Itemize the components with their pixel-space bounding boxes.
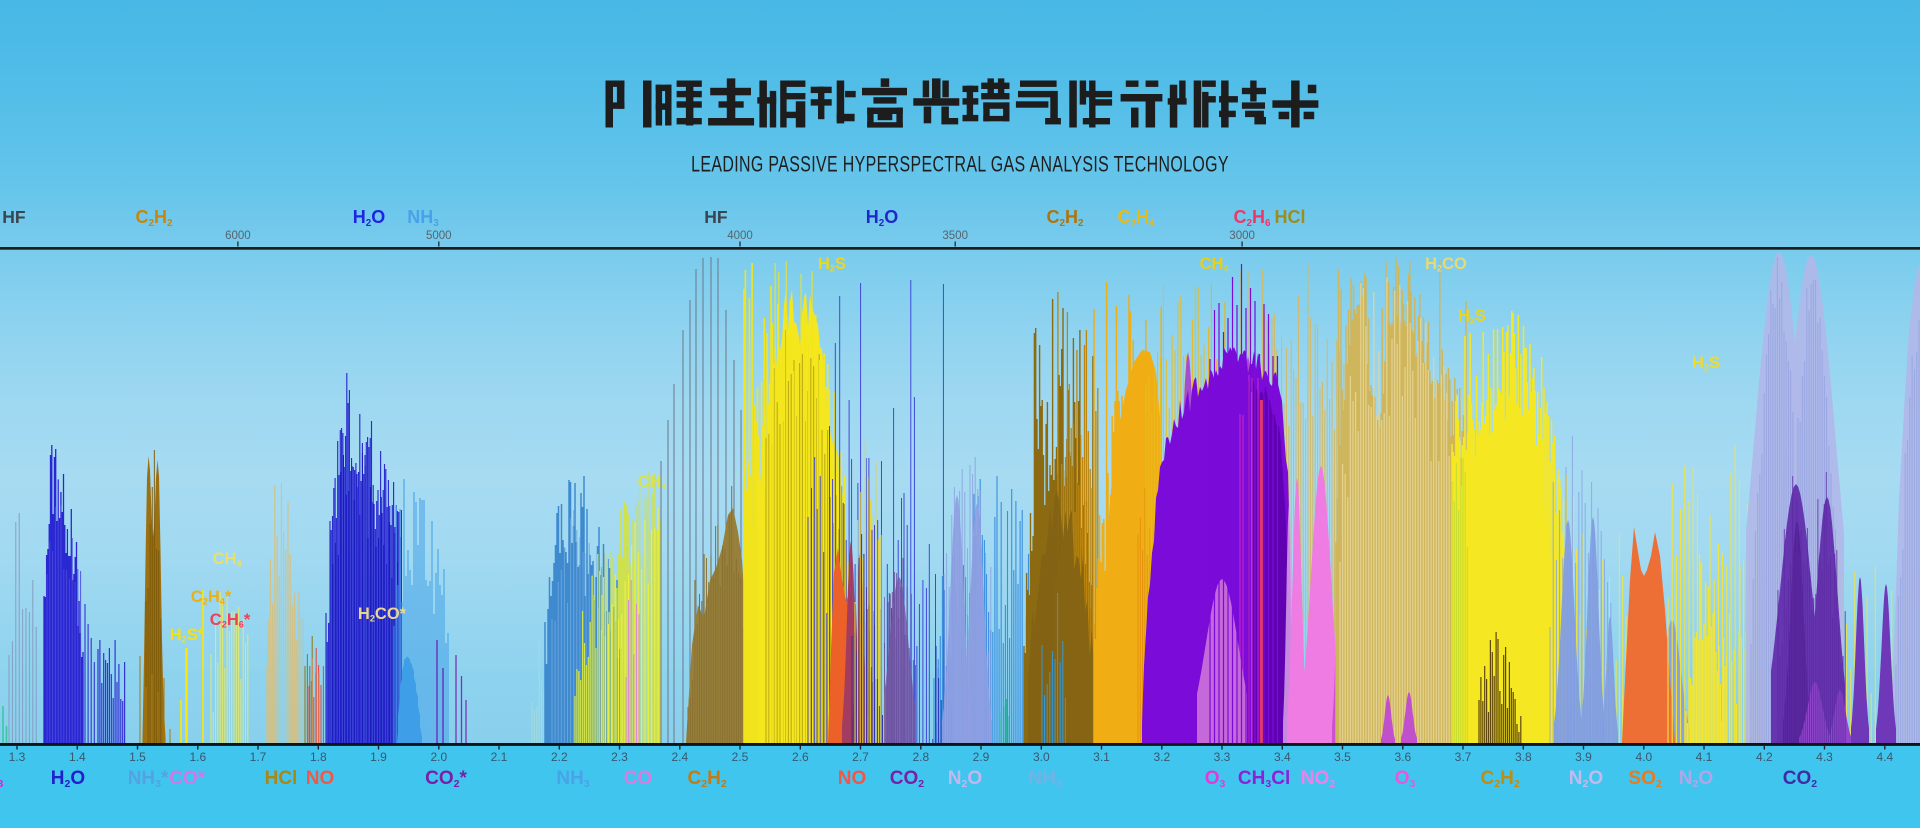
svg-text:4.1: 4.1 bbox=[1696, 750, 1713, 764]
svg-text:HF: HF bbox=[2, 207, 26, 227]
svg-text:3.0: 3.0 bbox=[1033, 750, 1050, 764]
svg-text:H2 O: H2 O bbox=[353, 207, 386, 229]
svg-text:C2 H6 *: C2 H6 * bbox=[210, 611, 251, 630]
svg-text:C2 H4 *: C2 H4 * bbox=[191, 588, 232, 607]
svg-text:3.7: 3.7 bbox=[1455, 750, 1472, 764]
svg-text:C2 H2: C2 H2 bbox=[136, 207, 174, 229]
svg-text:CH4: CH4 bbox=[213, 550, 243, 569]
svg-text:3.4: 3.4 bbox=[1274, 750, 1291, 764]
svg-text:2.9: 2.9 bbox=[973, 750, 990, 764]
svg-text:3.9: 3.9 bbox=[1575, 750, 1592, 764]
svg-text:SO2: SO2 bbox=[1628, 768, 1661, 790]
svg-text:NO2: NO2 bbox=[1301, 768, 1336, 790]
svg-text:1.9: 1.9 bbox=[370, 750, 387, 764]
svg-text:NH3: NH3 bbox=[1028, 768, 1061, 790]
svg-text:3000: 3000 bbox=[1229, 230, 1255, 242]
svg-text:3.6: 3.6 bbox=[1394, 750, 1411, 764]
svg-text:3.8: 3.8 bbox=[1515, 750, 1532, 764]
svg-text:2.0: 2.0 bbox=[430, 750, 447, 764]
svg-text:4.4: 4.4 bbox=[1876, 750, 1893, 764]
svg-text:H2 CO: H2 CO bbox=[1425, 255, 1467, 274]
svg-text:NO: NO bbox=[838, 768, 867, 789]
svg-text:1.7: 1.7 bbox=[250, 750, 267, 764]
svg-text:H2 CO*: H2 CO* bbox=[358, 605, 407, 624]
svg-text:H2 S*: H2 S* bbox=[170, 626, 205, 645]
svg-text:CH4: CH4 bbox=[638, 473, 668, 492]
svg-text:2.4: 2.4 bbox=[671, 750, 688, 764]
svg-text:CO: CO bbox=[624, 768, 653, 789]
svg-text:C2 H2: C2 H2 bbox=[1481, 768, 1520, 790]
svg-text:CO2 *: CO2 * bbox=[425, 768, 467, 790]
svg-text:3.5: 3.5 bbox=[1334, 750, 1351, 764]
svg-text:1.4: 1.4 bbox=[69, 750, 86, 764]
svg-text:H2 O: H2 O bbox=[51, 768, 85, 790]
svg-text:2.1: 2.1 bbox=[491, 750, 508, 764]
svg-text:CO2: CO2 bbox=[890, 768, 925, 790]
svg-text:HF: HF bbox=[704, 207, 728, 227]
svg-text:C2 H2: C2 H2 bbox=[1047, 207, 1085, 229]
svg-text:C2 H4: C2 H4 bbox=[1118, 207, 1156, 229]
svg-text:1.5: 1.5 bbox=[129, 750, 146, 764]
svg-text:2.8: 2.8 bbox=[912, 750, 929, 764]
svg-text:5000: 5000 bbox=[426, 230, 452, 242]
svg-text:CO2: CO2 bbox=[1783, 768, 1818, 790]
svg-text:LEADING PASSIVE HYPERSPECTRAL: LEADING PASSIVE HYPERSPECTRAL GAS ANALYS… bbox=[691, 153, 1229, 177]
svg-text:NH3: NH3 bbox=[407, 207, 439, 229]
svg-text:O3: O3 bbox=[0, 768, 3, 790]
svg-text:CH3 Cl: CH3 Cl bbox=[1238, 768, 1290, 790]
svg-text:NO: NO bbox=[306, 768, 335, 789]
svg-text:H2 S: H2 S bbox=[1692, 354, 1720, 373]
svg-text:2.2: 2.2 bbox=[551, 750, 568, 764]
svg-text:HCl: HCl bbox=[1275, 207, 1306, 227]
svg-text:4000: 4000 bbox=[727, 230, 753, 242]
svg-text:4.2: 4.2 bbox=[1756, 750, 1773, 764]
svg-text:2.6: 2.6 bbox=[792, 750, 809, 764]
svg-text:HCl: HCl bbox=[265, 768, 298, 789]
svg-text:NH3: NH3 bbox=[556, 768, 589, 790]
svg-text:4.0: 4.0 bbox=[1635, 750, 1652, 764]
svg-text:H2 S: H2 S bbox=[1458, 307, 1486, 326]
svg-text:1.6: 1.6 bbox=[189, 750, 206, 764]
svg-text:CO*: CO* bbox=[169, 768, 206, 789]
svg-text:3500: 3500 bbox=[942, 230, 968, 242]
svg-text:3.2: 3.2 bbox=[1153, 750, 1170, 764]
svg-text:4.3: 4.3 bbox=[1816, 750, 1833, 764]
svg-text:1.3: 1.3 bbox=[9, 750, 26, 764]
svg-text:2.3: 2.3 bbox=[611, 750, 628, 764]
svg-text:2.5: 2.5 bbox=[732, 750, 749, 764]
svg-text:C2 H2: C2 H2 bbox=[688, 768, 727, 790]
svg-text:O3: O3 bbox=[1395, 768, 1416, 790]
svg-text:6000: 6000 bbox=[225, 230, 251, 242]
svg-text:CH4: CH4 bbox=[1200, 255, 1230, 274]
svg-text:H2 O: H2 O bbox=[866, 207, 899, 229]
svg-text:H2 S: H2 S bbox=[818, 255, 846, 274]
svg-text:NH3 *: NH3 * bbox=[128, 768, 169, 790]
svg-text:3.1: 3.1 bbox=[1093, 750, 1110, 764]
svg-text:3.3: 3.3 bbox=[1214, 750, 1231, 764]
svg-text:O3: O3 bbox=[1205, 768, 1226, 790]
svg-text:N2 O: N2 O bbox=[948, 768, 982, 790]
svg-text:N2 O: N2 O bbox=[1569, 768, 1603, 790]
svg-text:C2 H6: C2 H6 bbox=[1234, 207, 1272, 229]
svg-text:N2 O: N2 O bbox=[1679, 768, 1713, 790]
svg-text:1.8: 1.8 bbox=[310, 750, 327, 764]
svg-text:2.7: 2.7 bbox=[852, 750, 869, 764]
